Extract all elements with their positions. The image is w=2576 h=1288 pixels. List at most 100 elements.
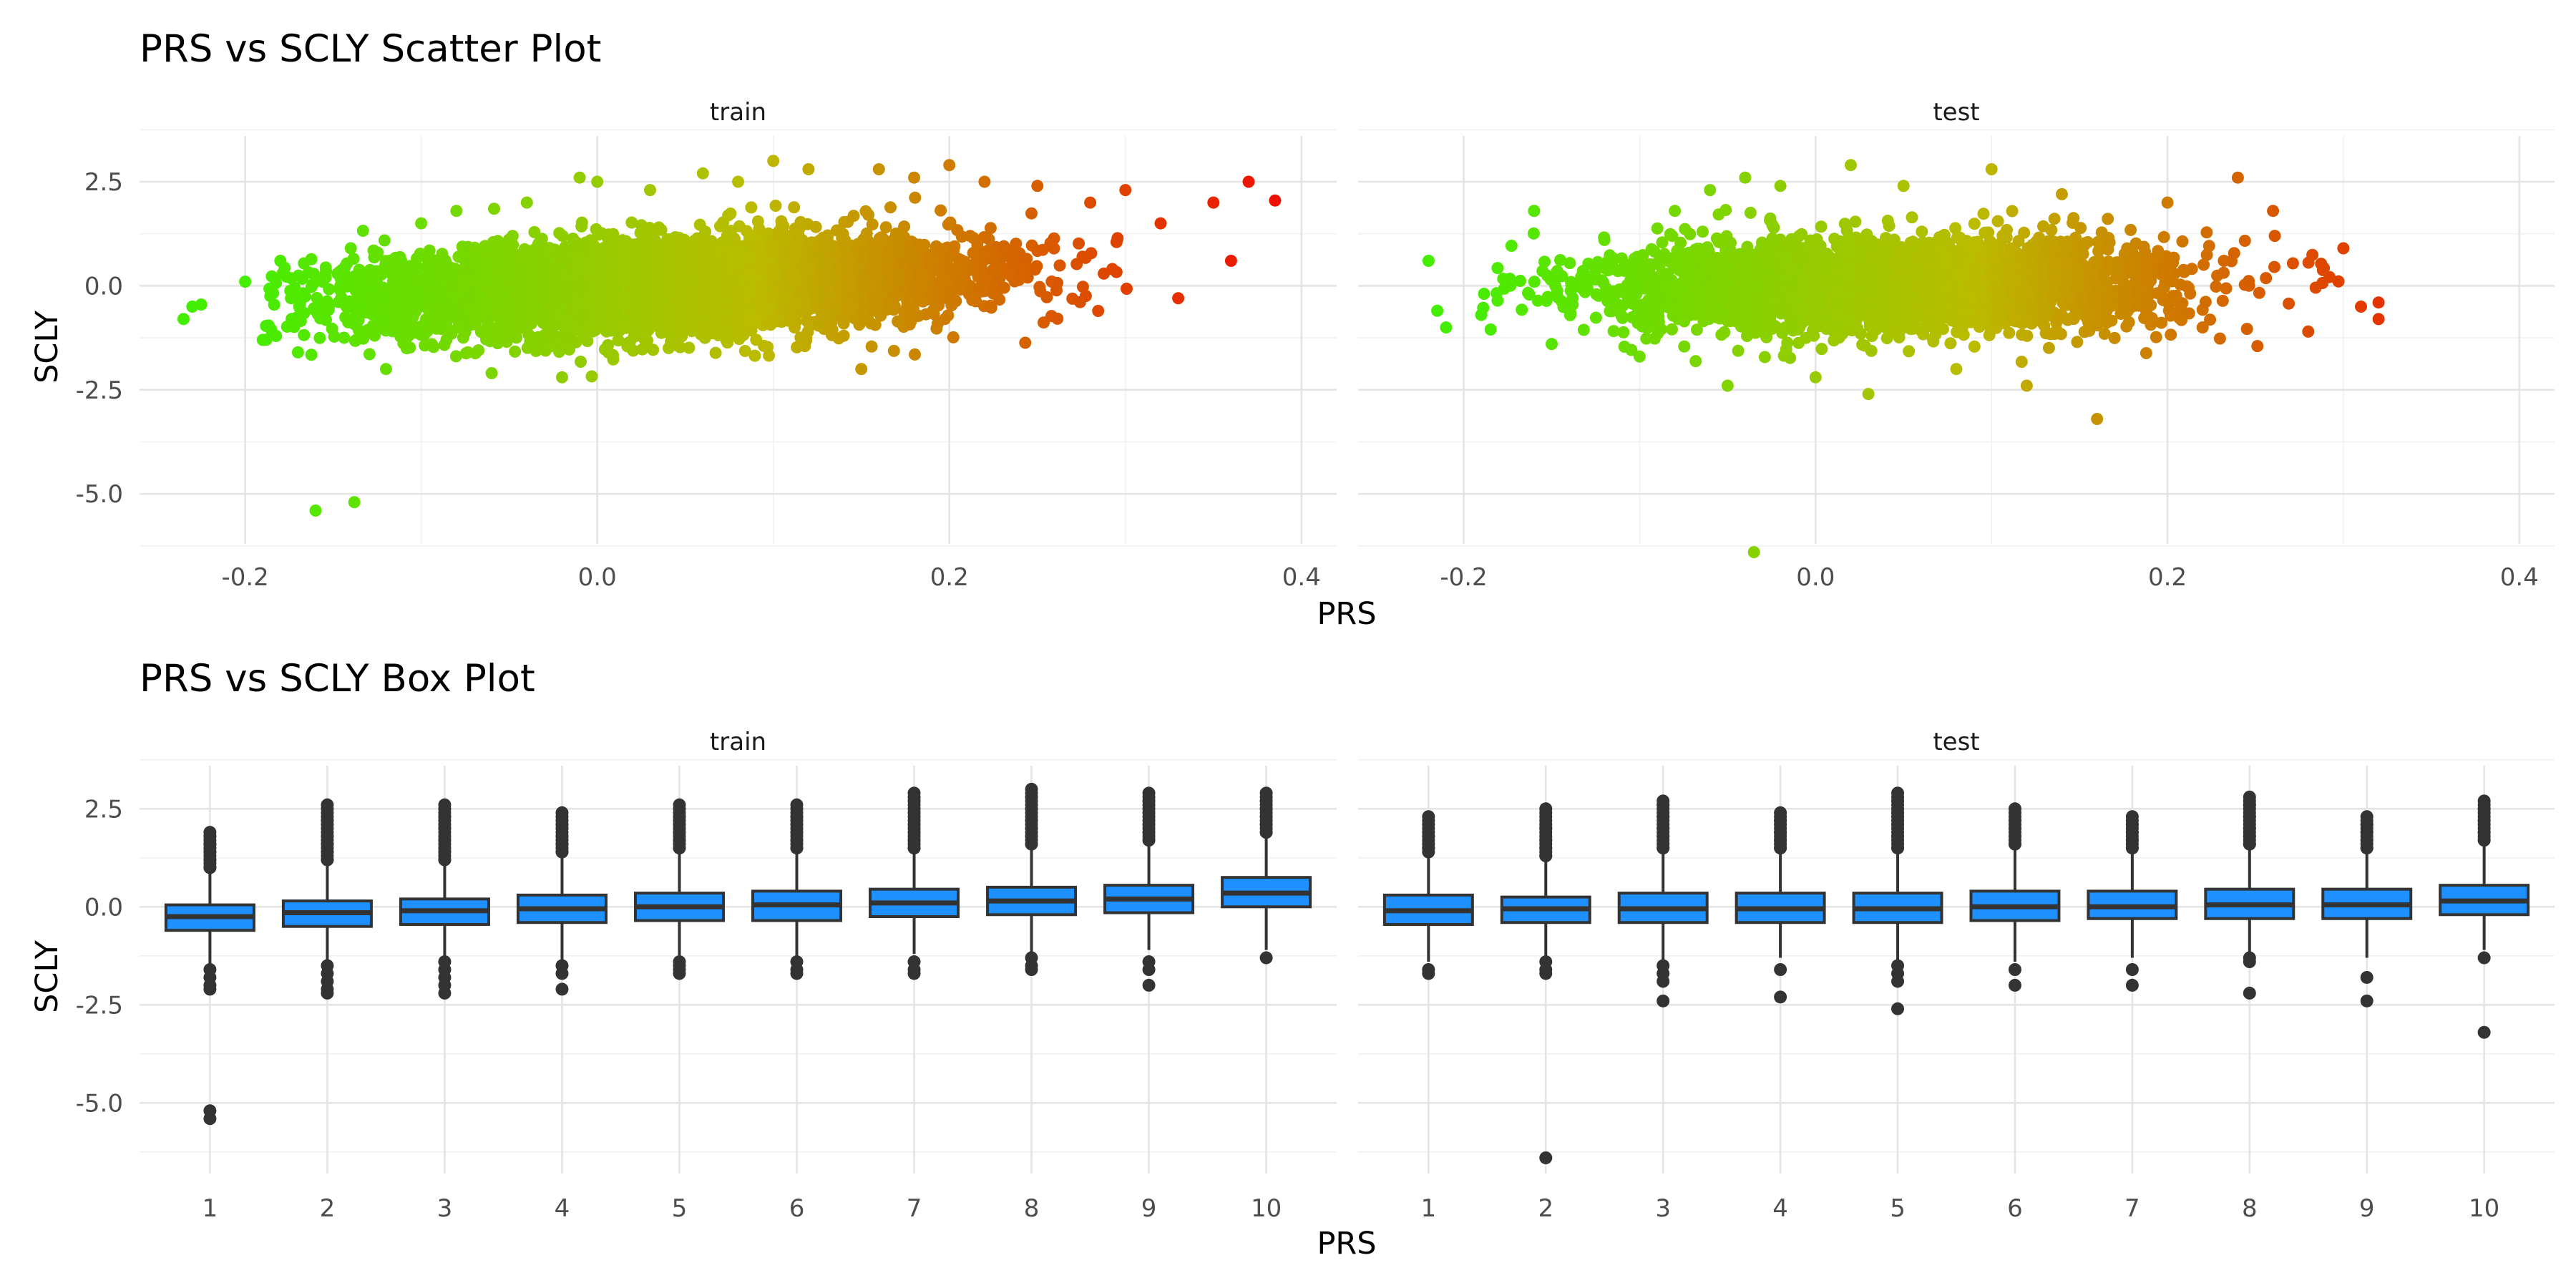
scatter-point — [1036, 243, 1049, 256]
scatter-point — [751, 215, 764, 228]
scatter-point — [378, 234, 391, 247]
scatter-point — [801, 315, 814, 327]
scatter-point — [913, 273, 926, 286]
scatter-point — [267, 287, 280, 300]
scatter-point — [641, 334, 653, 347]
scatter-point — [1020, 253, 1033, 265]
scatter-point — [866, 218, 879, 231]
scatter-point — [814, 240, 827, 253]
scatter-point — [446, 262, 459, 275]
scatter-point — [918, 238, 931, 251]
scatter-point — [488, 203, 500, 215]
scatter-point — [655, 326, 668, 339]
scatter-point — [1106, 263, 1118, 275]
scatter-point — [860, 227, 873, 240]
scatter-point — [625, 216, 638, 229]
scatter-point — [260, 320, 273, 332]
scatter-point — [459, 326, 472, 338]
scatter-point — [462, 346, 474, 358]
scatter-point — [452, 250, 465, 263]
scatter-point — [984, 222, 997, 235]
scatter-point — [865, 340, 878, 353]
scatter-point — [748, 349, 761, 362]
scatter-point — [720, 333, 733, 346]
scatter-point — [985, 301, 997, 314]
scatter-point — [788, 201, 801, 214]
scatter-point — [529, 253, 542, 265]
scatter-point — [974, 281, 987, 294]
y-tick-label: -2.5 — [76, 376, 123, 405]
scatter-point — [894, 316, 907, 329]
y-tick-label: 2.5 — [84, 168, 123, 197]
scatter-point — [490, 258, 503, 270]
scatter-point — [909, 191, 922, 204]
scatter-point — [1016, 265, 1028, 278]
scatter-point — [298, 257, 311, 270]
scatter-point — [904, 315, 917, 328]
scatter-point — [468, 241, 481, 254]
x-tick-label: 0.2 — [930, 563, 969, 592]
scatter-point — [288, 281, 301, 294]
scatter-point — [872, 301, 884, 313]
scatter-point — [364, 263, 376, 276]
scatter-point — [966, 293, 979, 306]
scatter-point — [308, 303, 321, 316]
scatter-point — [1074, 296, 1086, 308]
scatter-point — [270, 330, 283, 342]
scatter-point — [592, 228, 605, 241]
scatter-point — [413, 273, 426, 286]
scatter-point — [445, 327, 458, 340]
scatter-point — [400, 342, 413, 355]
scatter-point — [862, 208, 875, 221]
scatter-panel-train: train-0.2 0.0 0.2 0.42.50.0-2.5-5.0 — [76, 98, 1337, 592]
scatter-point — [1073, 237, 1085, 250]
scatter-point — [612, 334, 625, 347]
y-tick-label: 0.0 — [84, 272, 123, 301]
scatter-point — [709, 346, 722, 359]
scatter-point — [1051, 277, 1064, 289]
scatter-point — [869, 318, 882, 331]
scatter-point — [809, 220, 822, 233]
scatter-point — [326, 323, 338, 335]
scatter-point — [313, 331, 326, 344]
scatter-point — [341, 257, 353, 270]
scatter-point — [410, 326, 423, 339]
scatter-point — [1025, 207, 1038, 220]
scatter-point — [338, 331, 351, 344]
scatter-point — [812, 319, 825, 332]
scatter-point — [890, 227, 902, 240]
scatter-point — [886, 298, 899, 311]
scatter-point — [569, 323, 582, 336]
scatter-point — [693, 218, 706, 231]
scatter-point — [1121, 283, 1133, 295]
scatter-point — [298, 328, 311, 341]
scatter-point — [474, 326, 487, 338]
scatter-point — [683, 341, 696, 354]
scatter-point — [334, 279, 347, 292]
scatter-point — [722, 209, 735, 222]
x-tick-label: 0.4 — [1282, 563, 1321, 592]
scatter-point — [479, 240, 492, 253]
scatter-point — [363, 348, 376, 361]
scatter-point — [575, 220, 588, 233]
scatter-point — [1076, 280, 1089, 293]
scatter-point — [429, 285, 442, 298]
scatter-point — [1048, 242, 1060, 255]
scatter-point — [339, 311, 352, 323]
scatter-point — [842, 273, 855, 286]
scatter-point — [333, 266, 346, 279]
scatter-point — [365, 286, 378, 298]
scatter-point — [1030, 260, 1043, 273]
scatter-point — [473, 311, 486, 323]
scatter-plot-title: PRS vs SCLY Scatter Plot — [140, 27, 601, 71]
scatter-point — [527, 265, 540, 278]
scatter-point — [791, 341, 804, 353]
scatter-point — [308, 268, 320, 280]
scatter-point — [873, 288, 886, 301]
scatter-point — [1053, 259, 1066, 272]
scatter-point — [935, 204, 947, 217]
scatter-point — [438, 338, 451, 351]
strip-label-train: train — [710, 98, 766, 127]
scatter-point — [879, 221, 892, 234]
scatter-point — [472, 344, 485, 357]
